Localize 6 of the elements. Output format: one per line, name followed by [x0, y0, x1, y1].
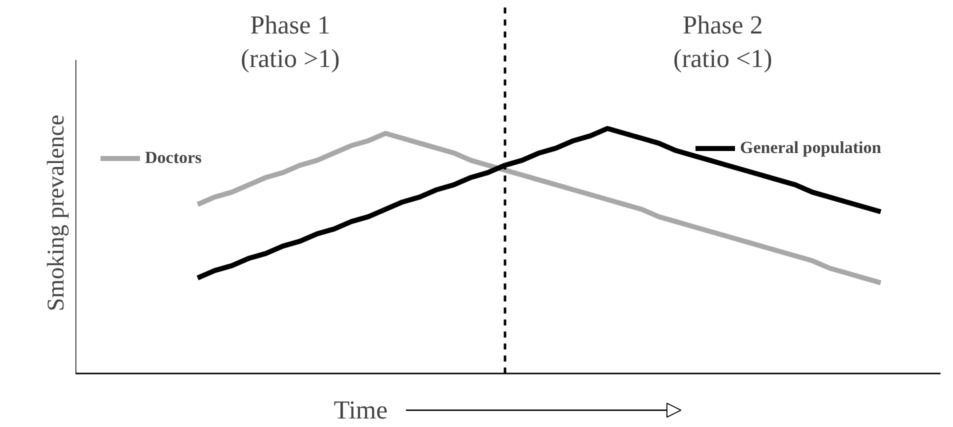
x-axis-title: Time [334, 396, 388, 425]
y-axis-title: Smoking prevalence [44, 114, 70, 312]
text: Phase 2 (ratio <1) [673, 10, 772, 73]
legend-label: General population [740, 138, 882, 158]
text: Phase 1 (ratio >1) [240, 10, 340, 73]
legend-label: Doctors [145, 148, 202, 168]
